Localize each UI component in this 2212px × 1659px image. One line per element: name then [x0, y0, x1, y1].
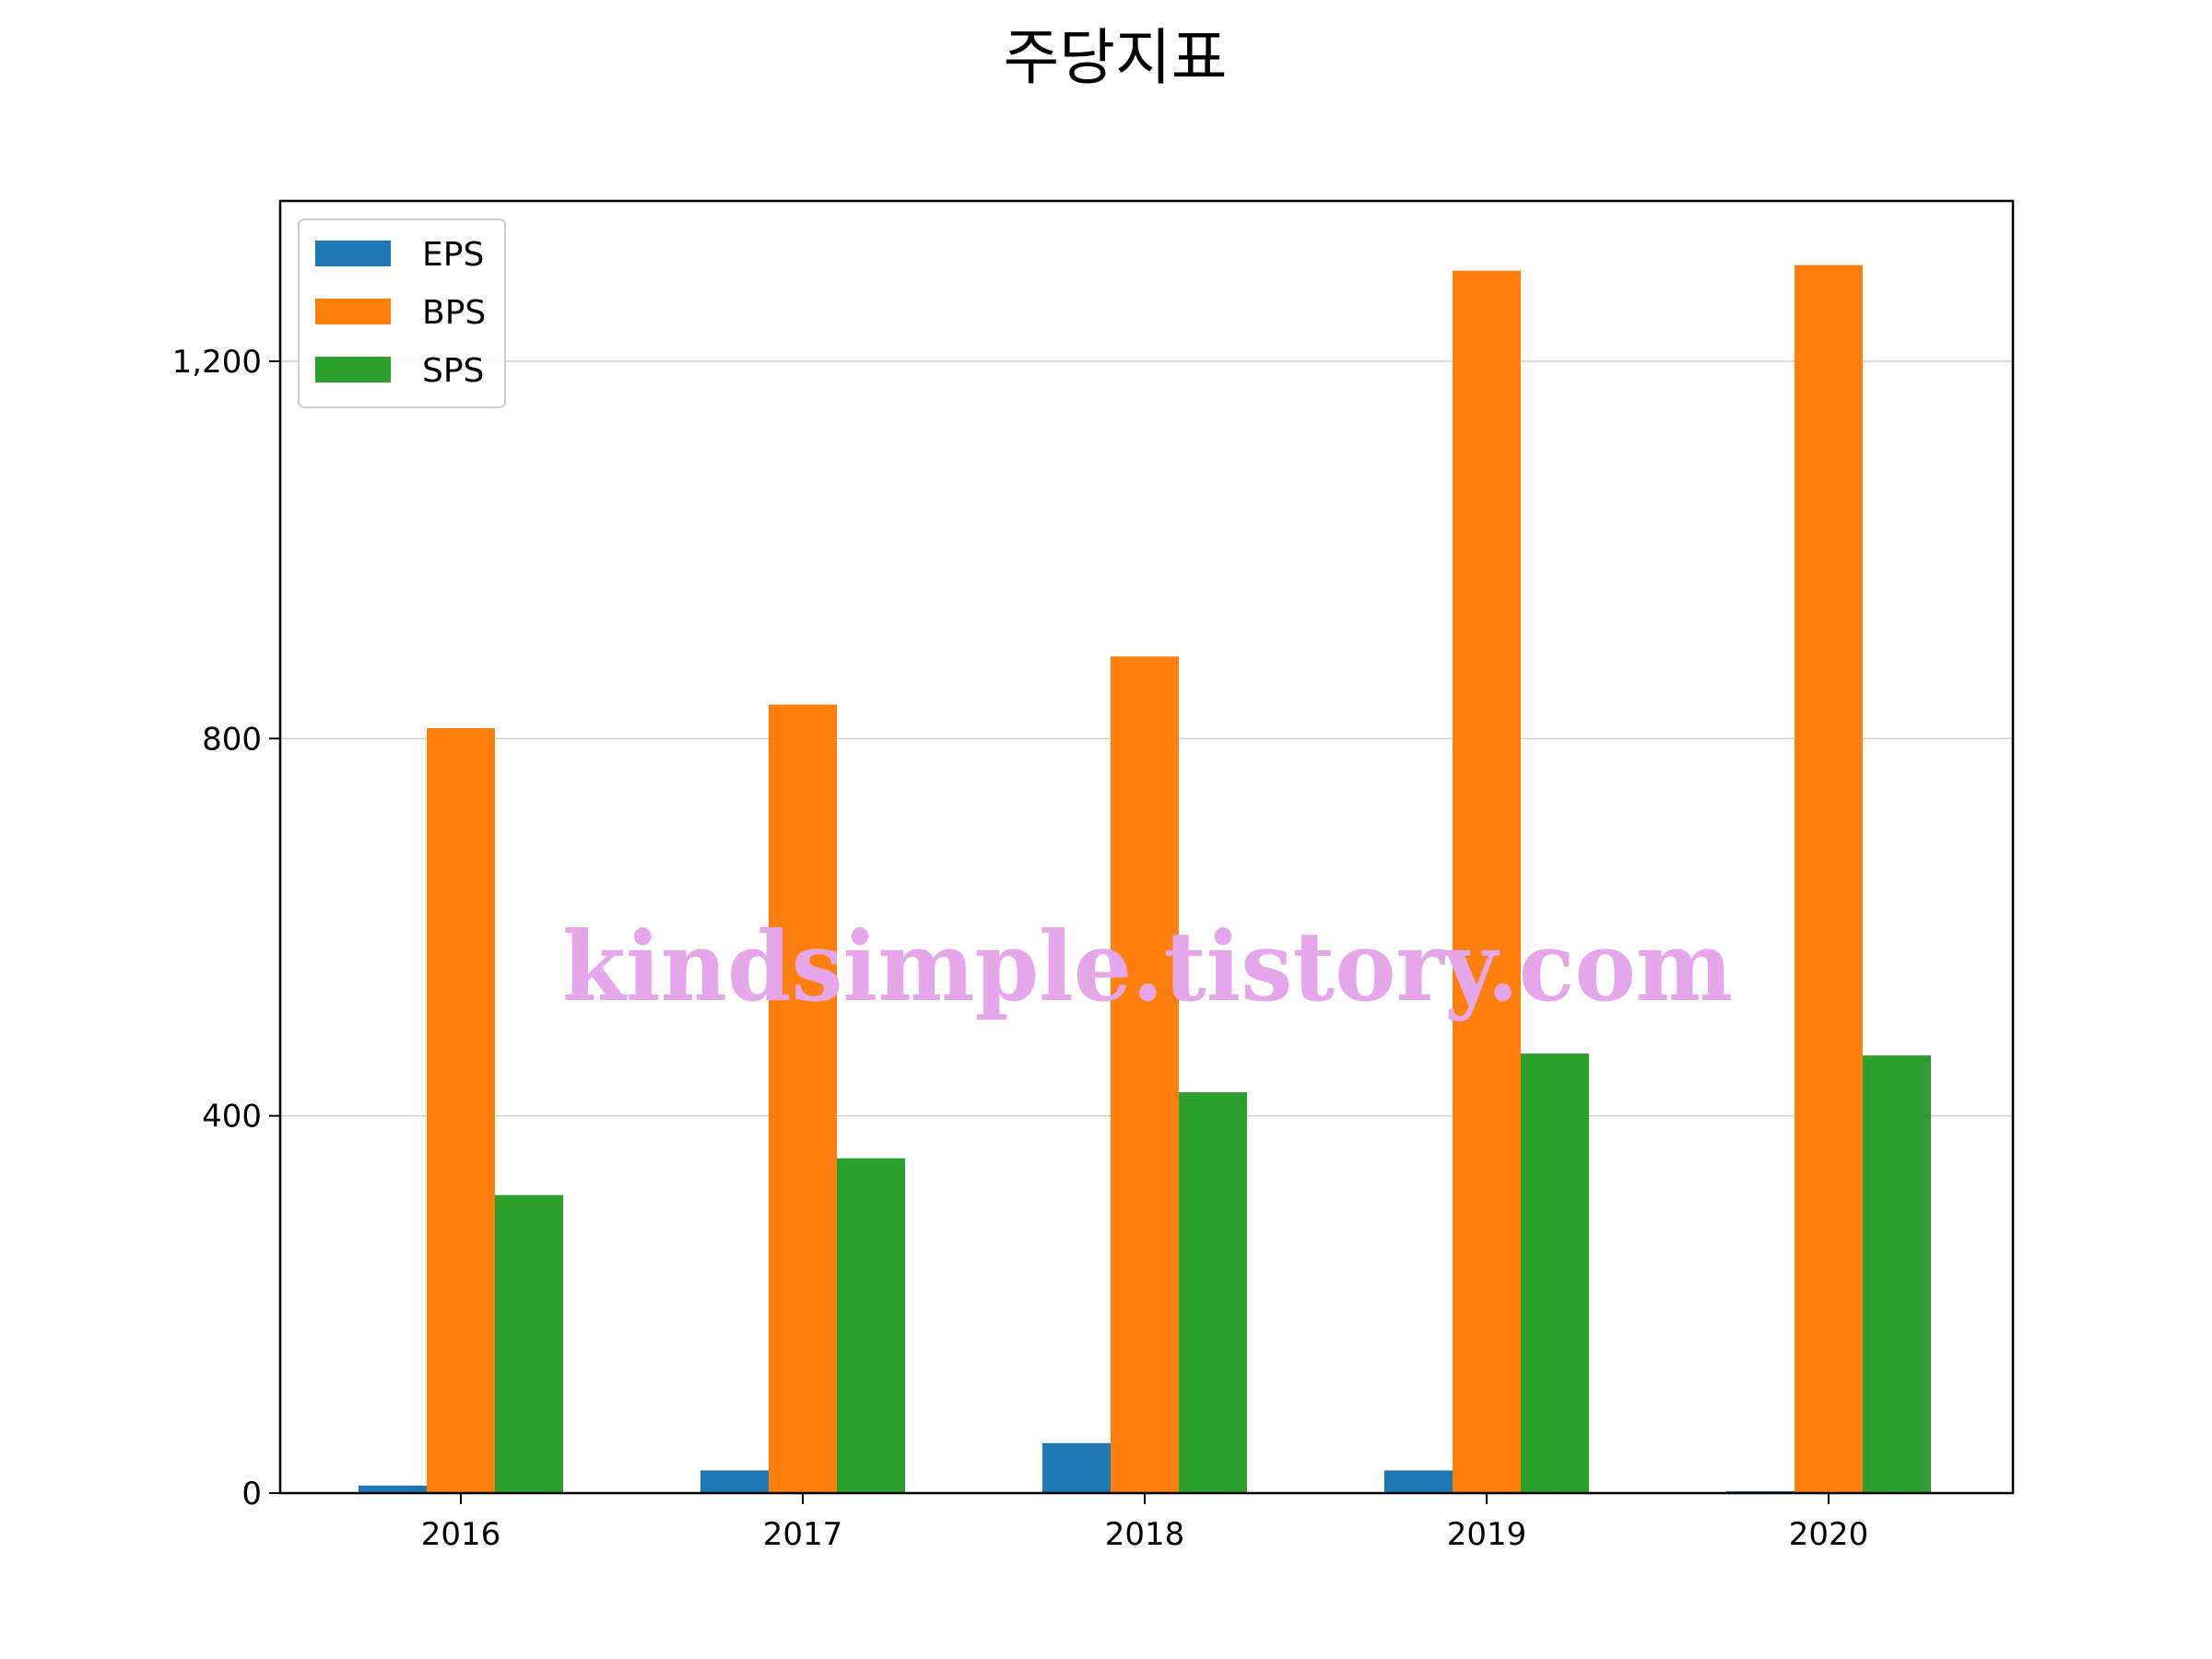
watermark-text: kindsimple.tistory.com [562, 910, 1733, 1023]
bar-bps-2016 [427, 728, 495, 1493]
y-tick-label: 0 [241, 1476, 262, 1512]
legend-label-sps: SPS [422, 352, 484, 390]
legend: EPS BPS SPS [298, 218, 506, 408]
y-tick-label: 400 [202, 1099, 262, 1135]
y-tick-label: 1,200 [172, 344, 262, 381]
bar-eps-2019 [1384, 1470, 1453, 1493]
x-tick-label: 2020 [1789, 1516, 1869, 1553]
y-tick-label: 800 [202, 721, 262, 758]
bar-sps-2020 [1863, 1055, 1931, 1493]
legend-label-bps: BPS [422, 294, 486, 332]
bar-eps-2018 [1042, 1442, 1111, 1493]
bars [359, 265, 1931, 1493]
bar-bps-2019 [1453, 270, 1521, 1493]
chart-title: 주당지표 [1004, 22, 1228, 93]
x-tick-label: 2016 [421, 1516, 501, 1553]
x-tick-label: 2019 [1447, 1516, 1527, 1553]
bar-eps-2017 [700, 1470, 769, 1493]
y-axis: 0 400 800 1,200 [172, 344, 280, 1512]
x-axis: 2016 2017 2018 2019 2020 [421, 1493, 1869, 1553]
bar-eps-2016 [359, 1485, 427, 1493]
bar-sps-2017 [837, 1158, 905, 1493]
bar-bps-2020 [1794, 265, 1863, 1493]
x-tick-label: 2018 [1105, 1516, 1185, 1553]
x-tick-label: 2017 [763, 1516, 843, 1553]
legend-swatch-bps [315, 299, 391, 324]
bar-bps-2017 [769, 704, 837, 1493]
legend-swatch-eps [315, 241, 391, 266]
plot-frame [278, 199, 2015, 1495]
bar-bps-2018 [1111, 656, 1179, 1493]
legend-label-eps: EPS [422, 236, 484, 274]
legend-swatch-sps [315, 357, 391, 382]
bar-sps-2018 [1179, 1092, 1247, 1493]
bar-sps-2019 [1521, 1053, 1589, 1493]
bar-sps-2016 [495, 1194, 563, 1493]
